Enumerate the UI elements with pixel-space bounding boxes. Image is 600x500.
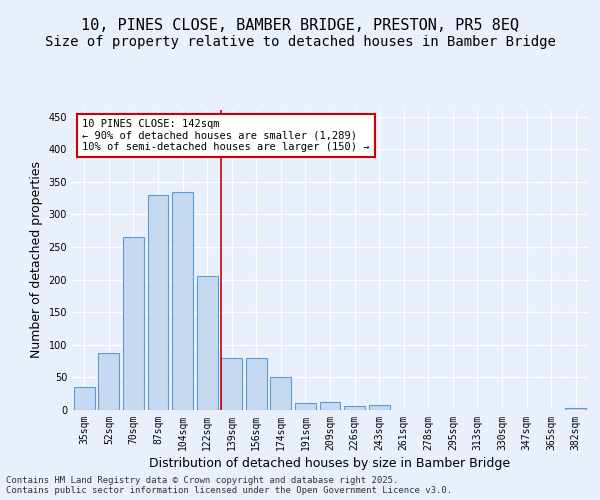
Bar	[295, 404, 316, 410]
Bar	[344, 406, 365, 410]
Bar	[565, 408, 586, 410]
Bar	[197, 276, 218, 410]
Bar	[271, 378, 292, 410]
Bar	[320, 402, 340, 410]
Bar	[74, 387, 95, 410]
Y-axis label: Number of detached properties: Number of detached properties	[30, 162, 43, 358]
Text: Contains HM Land Registry data © Crown copyright and database right 2025.
Contai: Contains HM Land Registry data © Crown c…	[6, 476, 452, 495]
Bar	[221, 358, 242, 410]
Bar	[98, 352, 119, 410]
Text: Size of property relative to detached houses in Bamber Bridge: Size of property relative to detached ho…	[44, 35, 556, 49]
X-axis label: Distribution of detached houses by size in Bamber Bridge: Distribution of detached houses by size …	[149, 457, 511, 470]
Bar	[368, 406, 389, 410]
Bar	[148, 195, 169, 410]
Text: 10 PINES CLOSE: 142sqm
← 90% of detached houses are smaller (1,289)
10% of semi-: 10 PINES CLOSE: 142sqm ← 90% of detached…	[82, 119, 370, 152]
Bar	[123, 237, 144, 410]
Bar	[172, 192, 193, 410]
Bar	[246, 358, 267, 410]
Text: 10, PINES CLOSE, BAMBER BRIDGE, PRESTON, PR5 8EQ: 10, PINES CLOSE, BAMBER BRIDGE, PRESTON,…	[81, 18, 519, 32]
